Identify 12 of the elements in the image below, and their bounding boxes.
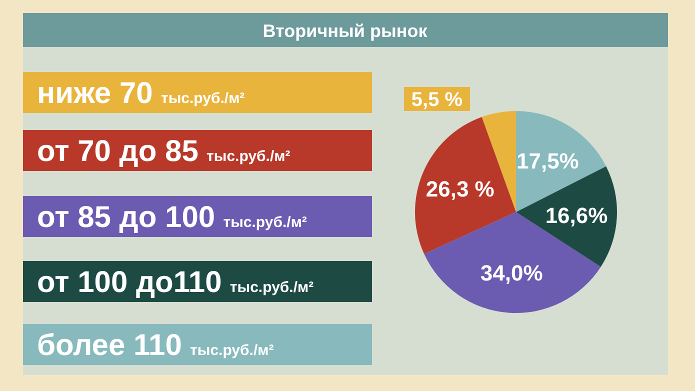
legend-label: от 70 до 85 тыс.руб./м² [37,135,290,168]
data-label: 16,6% [545,203,608,228]
chart-title: Вторичный рынок [262,21,428,41]
data-label: 34,0% [480,260,543,286]
pie-slice [415,116,516,254]
data-label: 5,5 % [411,89,463,111]
legend-label: от 85 до 100 тыс.руб./м² [37,201,307,234]
legend-label: более 110 тыс.руб./м² [37,329,274,362]
data-label: 26,3 % [426,176,494,202]
legend-label: от 100 до110 тыс.руб./м² [37,266,314,299]
legend-label: ниже 70 тыс.руб./м² [37,77,245,110]
data-label: 17,5% [516,148,579,174]
